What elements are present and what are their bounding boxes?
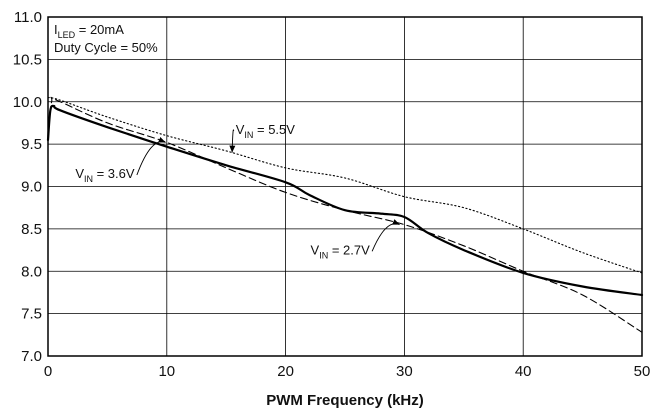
y-tick-label: 7.0 [21, 348, 42, 365]
y-tick-label: 9.0 [21, 179, 42, 196]
condition-text: Duty Cycle = 50% [54, 40, 158, 55]
tick-labels: 0 10 20 30 40 50 7.0 7.5 8.0 8.5 9.0 9.5 10.0 10.5 11.… [13, 9, 651, 380]
y-tick-label: 11.0 [14, 9, 42, 26]
annotation-arrow [229, 129, 236, 153]
x-tick-label: 30 [396, 363, 413, 380]
series-lines [46, 96, 644, 333]
series-line-dashed [47, 96, 643, 333]
x-tick-label: 20 [277, 363, 294, 380]
annotation-label-2: VIN = 2.7V [311, 242, 371, 260]
y-tick-label: 8.0 [21, 263, 42, 280]
y-tick-label: 10.5 [13, 51, 42, 68]
y-tick-label: 9.5 [21, 136, 42, 153]
y-tick-label: 8.5 [21, 221, 42, 238]
plot-frame [47, 16, 643, 357]
annotation-label-1: VIN = 3.6V [75, 166, 135, 184]
series-line-solid [46, 104, 644, 297]
grid [47, 16, 643, 357]
x-tick-label: 0 [44, 363, 52, 380]
series-line-dotted [47, 96, 643, 274]
annotation-arrow [136, 136, 166, 176]
annotation-label-0: VIN = 5.5V [236, 122, 296, 140]
x-tick-label: 10 [158, 363, 175, 380]
x-tick-label: 40 [515, 363, 532, 380]
x-tick-label: 50 [634, 363, 651, 380]
x-axis-label: PWM Frequency (kHz) [266, 392, 424, 409]
annotation-arrow [371, 219, 400, 252]
condition-text: ILED = 20mA [54, 22, 124, 40]
annotations: VIN = 5.5V VIN = 3.6V VIN = 2.7V [75, 122, 400, 260]
y-tick-label: 7.5 [21, 306, 42, 323]
y-tick-label: 10.0 [13, 94, 42, 111]
